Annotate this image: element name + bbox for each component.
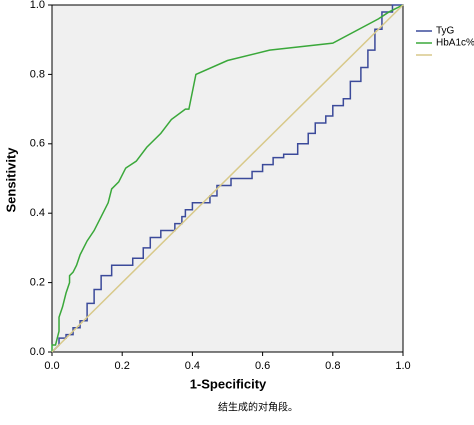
roc-line bbox=[51, 4, 404, 352]
x-tick-label: 0.4 bbox=[185, 360, 200, 372]
y-tick-label: 0.4 bbox=[30, 207, 45, 219]
caption: 结生成的对角段。 bbox=[218, 401, 298, 414]
x-axis-label: 1-Specificity bbox=[190, 376, 267, 391]
x-tick-label: 0.0 bbox=[44, 360, 59, 372]
roc-line bbox=[51, 4, 404, 353]
legend-label: HbA1c% bbox=[436, 38, 474, 49]
y-axis-label: Sensitivity bbox=[3, 147, 18, 213]
x-tick-label: 0.2 bbox=[115, 360, 130, 372]
y-tick-label: 1.0 bbox=[30, 0, 45, 11]
y-tick-label: 0.8 bbox=[30, 68, 45, 80]
x-tick-label: 0.8 bbox=[325, 360, 340, 372]
y-tick-label: 0.6 bbox=[30, 138, 45, 150]
y-tick-label: 0.0 bbox=[30, 346, 45, 358]
x-tick-label: 1.0 bbox=[395, 360, 410, 372]
y-tick-label: 0.2 bbox=[30, 277, 45, 289]
legend-label: TyG bbox=[436, 26, 455, 37]
x-tick-label: 0.6 bbox=[255, 360, 270, 372]
roc-line bbox=[51, 4, 403, 353]
